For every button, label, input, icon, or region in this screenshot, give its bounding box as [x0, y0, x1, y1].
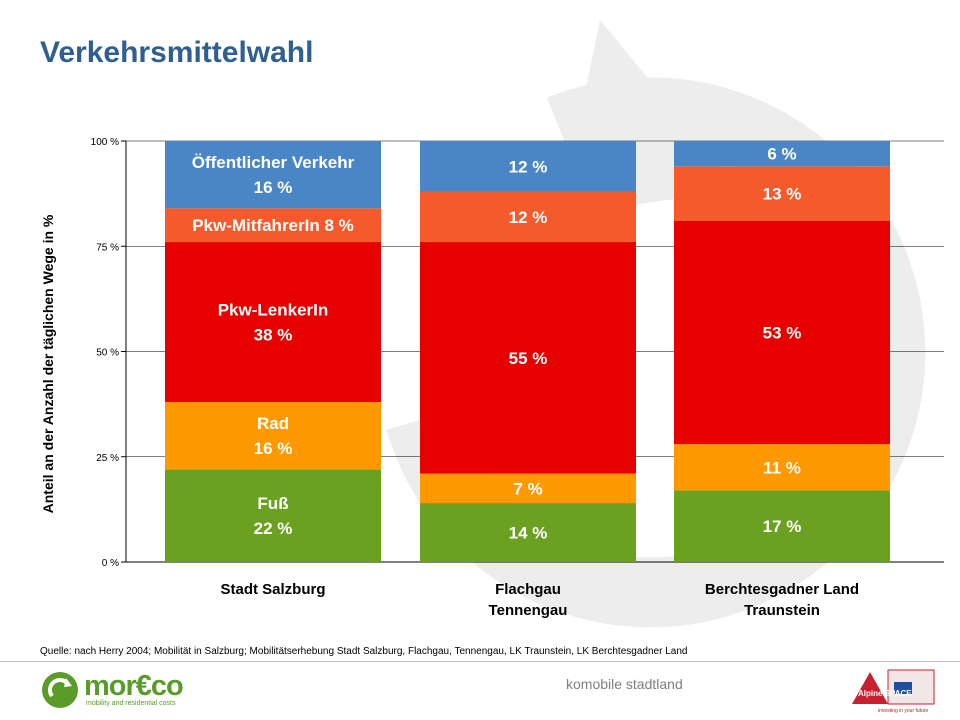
x-tick-label: Flachgau: [495, 581, 561, 598]
data-label: 16 %: [254, 178, 293, 197]
y-tick-label: 100 %: [91, 137, 119, 148]
bar-segment: [674, 444, 890, 491]
bar-segment: [420, 242, 636, 474]
data-label: 55 %: [509, 349, 548, 368]
partner-label: Alpine SPACE: [858, 689, 912, 698]
bar-segment: [420, 191, 636, 243]
data-label: 38 %: [254, 326, 293, 345]
bar-segment: [674, 141, 890, 167]
y-tick-label: 50 %: [96, 348, 119, 359]
data-label: 12 %: [509, 157, 548, 176]
data-label: Öffentlicher Verkehr: [192, 153, 355, 172]
bar-segment: [674, 166, 890, 221]
data-label: 16 %: [254, 439, 293, 458]
y-tick-label: 0 %: [102, 558, 119, 569]
bar-segment: [674, 490, 890, 562]
data-label: Fuß: [257, 494, 288, 513]
y-tick-label: 25 %: [96, 453, 119, 464]
data-label: 11 %: [763, 458, 801, 477]
stacked-bar-chart: 0 % 25 % 50 % 75 % 100 % Fuß 22 % Rad 16 % Pkw-Le…: [91, 137, 944, 619]
x-tick-label: Stadt Salzburg: [220, 581, 325, 598]
x-tick-label: Berchtesgadner Land: [705, 581, 859, 598]
page-title: Verkehrsmittelwahl: [40, 36, 314, 69]
data-label: 7 %: [513, 479, 542, 498]
data-label: 6 %: [767, 145, 796, 164]
bar-segment: [674, 220, 890, 445]
bar-segment: [420, 473, 636, 504]
logo-tagline: mobility and residential costs: [86, 700, 176, 707]
data-label: Pkw-MitfahrerIn 8 %: [192, 216, 354, 235]
x-tick-label: Tennengau: [489, 602, 568, 619]
data-label: 12 %: [509, 208, 548, 227]
data-label: 53 %: [763, 324, 802, 343]
alpine-space-logo: Alpine SPACE: [852, 669, 935, 705]
bar-segment: [165, 208, 381, 243]
bar-segment: [165, 469, 381, 562]
moreco-logo: mor€co mobility and residential costs: [40, 670, 190, 710]
partner-tagline: investing in your future: [878, 708, 929, 714]
bar-segment: [420, 503, 636, 562]
data-label: 17 %: [763, 517, 802, 536]
data-label: 22 %: [254, 519, 293, 538]
x-tick-label: Traunstein: [744, 602, 820, 619]
bar-segment: [165, 402, 381, 470]
footer-divider: [0, 661, 960, 662]
y-axis-label: Anteil an der Anzahl der täglichen Wege …: [40, 214, 56, 514]
bar-segment: [165, 242, 381, 403]
data-label: 13 %: [763, 185, 802, 204]
bar-segment: [165, 141, 381, 209]
y-tick-label: 75 %: [96, 242, 119, 253]
data-label: Rad: [257, 414, 289, 433]
source-note: Quelle: nach Herry 2004; Mobilität in Sa…: [40, 646, 688, 657]
bar-segment: [420, 141, 636, 192]
data-label: 14 %: [509, 524, 548, 543]
moreco-leaf-icon: [42, 672, 78, 708]
data-label: Pkw-LenkerIn: [218, 301, 329, 320]
logo-name: mor€co: [84, 670, 184, 702]
footer-text: komobile stadtland: [566, 676, 683, 692]
